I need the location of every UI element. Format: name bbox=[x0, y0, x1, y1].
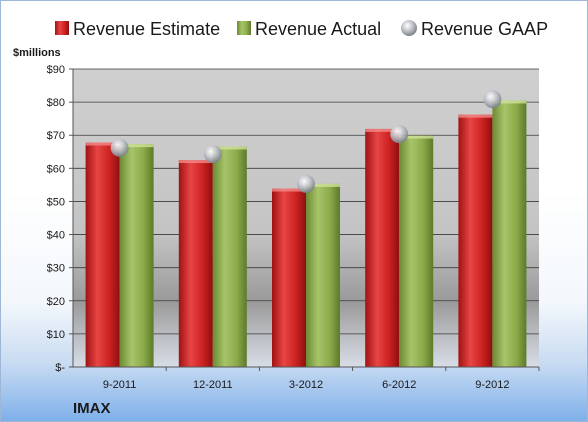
y-tick-label: $70 bbox=[47, 130, 65, 142]
bar-revenue-estimate bbox=[365, 128, 400, 367]
point-revenue-gaap bbox=[203, 145, 222, 164]
x-tick-label: 9-2011 bbox=[103, 379, 136, 391]
bar-revenue-estimate bbox=[458, 114, 493, 368]
bar-revenue-actual-top bbox=[399, 135, 434, 139]
y-axis-ticks: $- $10 $20 $30 $40 $50 $60 $70 $80 $90 bbox=[47, 64, 73, 374]
bar-revenue-actual-top bbox=[306, 183, 340, 187]
x-tick-label: 3-2012 bbox=[289, 379, 323, 391]
legend-label-revenue-gaap: Revenue GAAP bbox=[421, 19, 548, 39]
y-axis-label: $millions bbox=[13, 47, 61, 59]
x-tick-label: 9-2012 bbox=[475, 379, 509, 391]
y-tick-label: $- bbox=[55, 362, 65, 374]
y-tick-label: $50 bbox=[47, 196, 65, 208]
bar-revenue-actual-top bbox=[119, 144, 154, 148]
bar-revenue-estimate bbox=[272, 188, 306, 367]
bar-revenue-estimate-top bbox=[85, 142, 120, 146]
point-revenue-gaap bbox=[110, 138, 129, 157]
y-tick-label: $90 bbox=[47, 64, 65, 76]
y-tick-label: $80 bbox=[47, 97, 65, 109]
legend-swatch-revenue-estimate bbox=[55, 21, 69, 35]
x-tick-label: 12-2011 bbox=[193, 379, 233, 391]
y-tick-label: $40 bbox=[47, 230, 65, 242]
point-revenue-gaap bbox=[483, 90, 502, 109]
x-axis-ticks: 9-2011 12-2011 3-2012 6-2012 9-2012 bbox=[103, 367, 540, 391]
legend: Revenue Estimate Revenue Actual Revenue … bbox=[55, 19, 548, 39]
point-revenue-gaap bbox=[390, 125, 409, 144]
bar-revenue-estimate bbox=[85, 142, 120, 367]
bar-revenue-actual bbox=[399, 135, 434, 367]
y-tick-label: $20 bbox=[47, 296, 65, 308]
y-tick-label: $60 bbox=[47, 163, 65, 175]
y-tick-label: $10 bbox=[47, 329, 65, 341]
bar-revenue-estimate-top bbox=[272, 188, 306, 192]
legend-item-revenue-estimate: Revenue Estimate bbox=[55, 19, 220, 39]
bar-revenue-estimate-top bbox=[458, 114, 493, 118]
bar-revenue-estimate-top bbox=[178, 160, 213, 164]
bar-revenue-actual bbox=[306, 183, 340, 367]
legend-swatch-revenue-gaap bbox=[401, 20, 417, 36]
legend-swatch-revenue-actual bbox=[237, 21, 251, 35]
bar-revenue-actual-top bbox=[492, 100, 527, 104]
bar-revenue-estimate bbox=[178, 160, 213, 367]
legend-label-revenue-estimate: Revenue Estimate bbox=[73, 19, 220, 39]
bar-revenue-actual-top bbox=[212, 146, 247, 150]
gaap-points bbox=[110, 90, 502, 193]
bar-revenue-actual bbox=[212, 146, 247, 367]
legend-item-revenue-gaap: Revenue GAAP bbox=[401, 19, 548, 39]
bar-revenue-actual bbox=[119, 144, 154, 367]
y-tick-label: $30 bbox=[47, 263, 65, 275]
x-tick-label: 6-2012 bbox=[382, 379, 416, 391]
bars bbox=[85, 100, 527, 368]
legend-item-revenue-actual: Revenue Actual bbox=[237, 19, 381, 39]
bar-revenue-estimate-top bbox=[365, 128, 400, 132]
legend-label-revenue-actual: Revenue Actual bbox=[255, 19, 381, 39]
bar-revenue-actual bbox=[492, 100, 527, 367]
point-revenue-gaap bbox=[297, 174, 315, 193]
company-name: IMAX bbox=[73, 400, 111, 417]
